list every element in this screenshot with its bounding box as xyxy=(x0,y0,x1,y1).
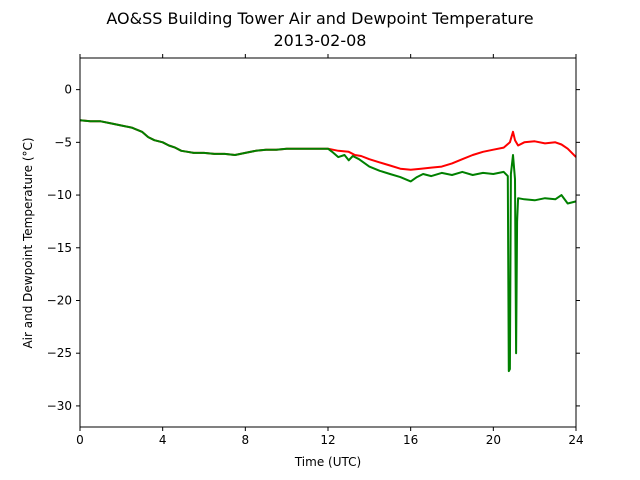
chart-subtitle: 2013-02-08 xyxy=(274,31,367,50)
series-line-2 xyxy=(79,119,577,373)
y-tick-label: −5 xyxy=(54,135,72,149)
y-tick-label: −25 xyxy=(47,346,72,360)
x-tick-label: 8 xyxy=(242,433,250,447)
x-tick-label: 24 xyxy=(568,433,583,447)
y-tick-label: −20 xyxy=(47,293,72,307)
y-tick-label: −30 xyxy=(47,399,72,413)
plot-area: 0 4 8 12 16 20 24 0 −5 −10 −15 −20 −25 −30 xyxy=(47,54,584,447)
y-tick-label: −15 xyxy=(47,241,72,255)
x-axis-label: Time (UTC) xyxy=(294,455,361,469)
x-tick-label: 20 xyxy=(486,433,501,447)
x-tick-label: 4 xyxy=(159,433,167,447)
x-tick-label: 0 xyxy=(76,433,84,447)
x-tick-label: 12 xyxy=(320,433,335,447)
y-tick-label: −10 xyxy=(47,188,72,202)
y-tick-label: 0 xyxy=(64,83,72,97)
chart-title: AO&SS Building Tower Air and Dewpoint Te… xyxy=(106,9,533,28)
x-tick-label: 16 xyxy=(403,433,418,447)
y-axis-label: Air and Dewpoint Temperature (°C) xyxy=(21,137,35,348)
